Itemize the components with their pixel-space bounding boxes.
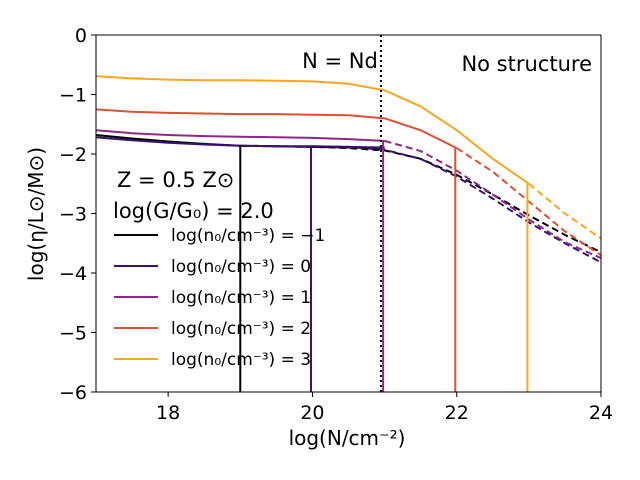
y-tick-label: −6 — [59, 382, 87, 404]
x-axis-ticks: 18 20 22 24 — [156, 392, 613, 424]
y-axis-label: log(η/L⊙/M⊙) — [24, 147, 48, 281]
metallicity-annotation: Z = 0.5 Z⊙ — [117, 168, 234, 192]
y-tick-label: −1 — [59, 85, 87, 107]
legend: log(n₀/cm⁻³) = −1 log(n₀/cm⁻³) = 0 log(n₀/… — [114, 226, 325, 370]
series-4-solid-line — [95, 75, 530, 185]
radiation-annotation: log(G/G₀) = 2.0 — [113, 199, 274, 223]
series-4-dashed-line — [528, 183, 602, 240]
x-tick-label: 20 — [300, 402, 324, 424]
no-structure-annotation: No structure — [461, 52, 592, 76]
series-2-solid-line — [95, 129, 385, 142]
legend-label: log(n₀/cm⁻³) = 0 — [171, 257, 311, 277]
nd-annotation: N = Nd — [302, 49, 378, 73]
legend-label: log(n₀/cm⁻³) = 3 — [171, 350, 311, 370]
y-tick-label: −2 — [59, 144, 87, 166]
legend-label: log(n₀/cm⁻³) = 1 — [171, 288, 311, 308]
y-tick-label: −4 — [59, 263, 87, 285]
y-tick-label: −5 — [59, 323, 87, 345]
x-tick-label: 18 — [156, 402, 180, 424]
y-tick-label: 0 — [75, 25, 87, 47]
series-1-dashed-line — [312, 145, 602, 264]
x-axis-label: log(N/cm⁻²) — [289, 426, 406, 450]
legend-label: log(n₀/cm⁻³) = 2 — [171, 319, 311, 339]
series-2-dashed-line — [384, 139, 602, 260]
legend-label: log(n₀/cm⁻³) = −1 — [171, 226, 325, 246]
y-axis-ticks: 0 −1 −2 −3 −4 −5 −6 — [59, 25, 96, 404]
series-3-dashed-line — [456, 147, 602, 257]
cutoff-group — [239, 140, 529, 392]
x-tick-label: 22 — [445, 402, 469, 424]
series-3-solid-line — [95, 108, 458, 149]
y-tick-label: −3 — [59, 204, 87, 226]
x-tick-label: 24 — [589, 402, 613, 424]
